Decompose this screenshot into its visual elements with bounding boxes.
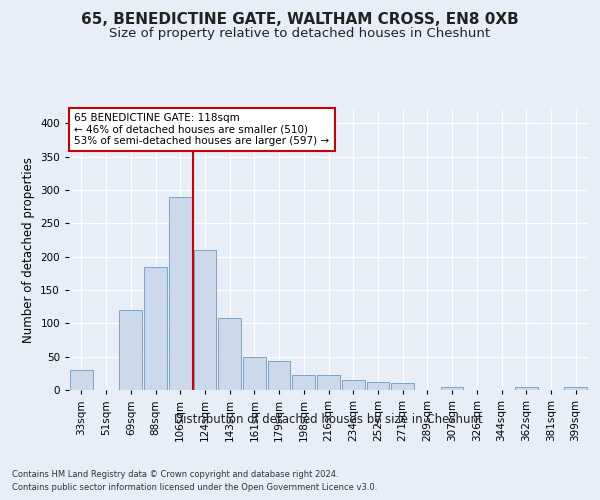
Bar	[218, 318, 241, 390]
Text: 65, BENEDICTINE GATE, WALTHAM CROSS, EN8 0XB: 65, BENEDICTINE GATE, WALTHAM CROSS, EN8…	[81, 12, 519, 28]
Y-axis label: Number of detached properties: Number of detached properties	[22, 157, 35, 343]
Bar	[317, 376, 340, 390]
Bar	[342, 380, 365, 390]
Text: Size of property relative to detached houses in Cheshunt: Size of property relative to detached ho…	[109, 28, 491, 40]
Bar	[119, 310, 142, 390]
Text: 65 BENEDICTINE GATE: 118sqm
← 46% of detached houses are smaller (510)
53% of se: 65 BENEDICTINE GATE: 118sqm ← 46% of det…	[74, 113, 329, 146]
Text: Contains HM Land Registry data © Crown copyright and database right 2024.: Contains HM Land Registry data © Crown c…	[12, 470, 338, 479]
Bar	[564, 388, 587, 390]
Bar	[367, 382, 389, 390]
Bar	[70, 370, 93, 390]
Text: Distribution of detached houses by size in Cheshunt: Distribution of detached houses by size …	[175, 412, 483, 426]
Text: Contains public sector information licensed under the Open Government Licence v3: Contains public sector information licen…	[12, 484, 377, 492]
Bar	[194, 250, 216, 390]
Bar	[144, 266, 167, 390]
Bar	[268, 362, 290, 390]
Bar	[292, 376, 315, 390]
Bar	[441, 386, 463, 390]
Bar	[243, 356, 266, 390]
Bar	[391, 384, 414, 390]
Bar	[169, 196, 191, 390]
Bar	[515, 388, 538, 390]
